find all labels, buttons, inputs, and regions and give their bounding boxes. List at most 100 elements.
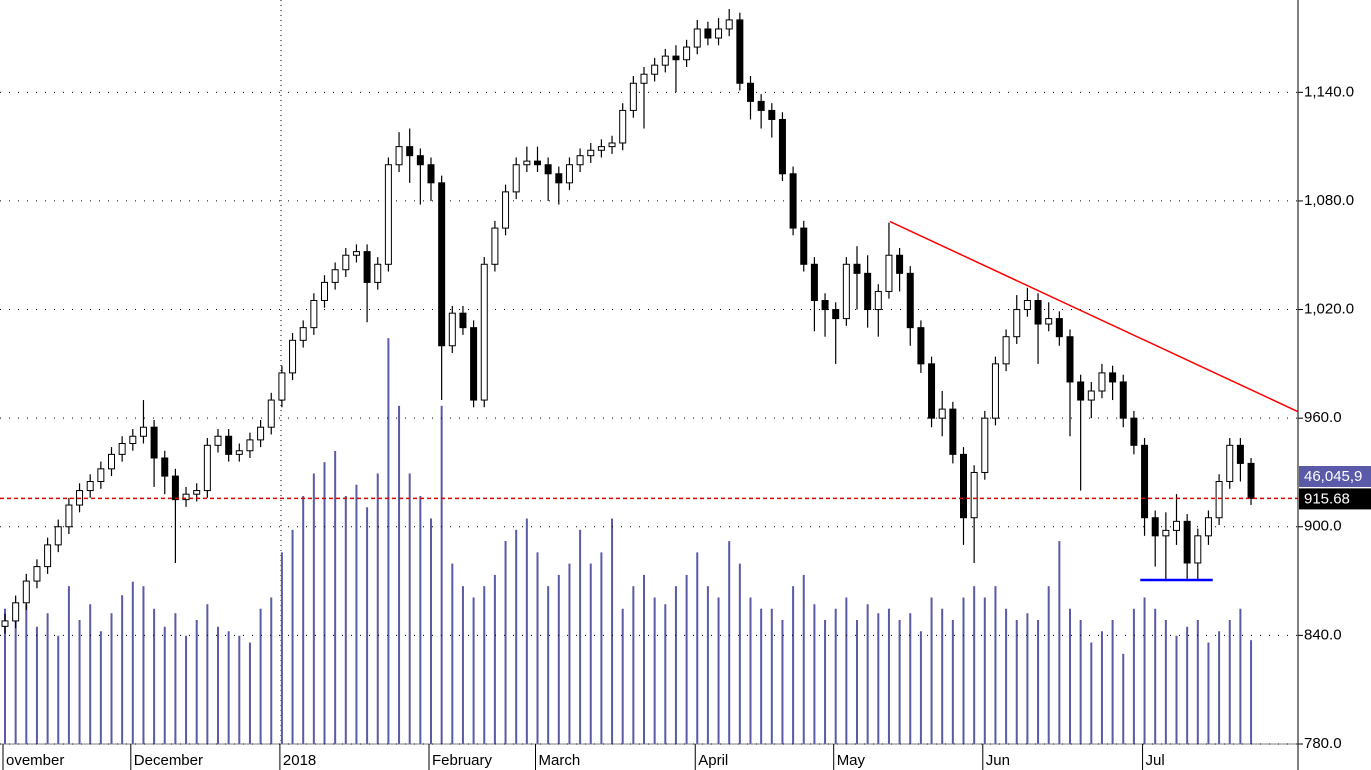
candle-body xyxy=(352,251,360,256)
candle-body xyxy=(565,164,573,184)
volume-bar xyxy=(547,586,550,744)
y-tick-label: 1,080.0 xyxy=(1304,192,1354,209)
y-tick-label: 900.0 xyxy=(1304,518,1342,535)
volume-bar xyxy=(461,586,464,744)
candle-body xyxy=(491,227,499,265)
candle-body xyxy=(587,149,595,157)
last-volume-box xyxy=(1299,466,1371,487)
candle-body xyxy=(1087,390,1095,401)
candle-body xyxy=(874,290,882,311)
volume-bar xyxy=(856,620,858,744)
volume-bar xyxy=(525,518,528,744)
candle-body xyxy=(1151,517,1159,537)
volume-bar xyxy=(259,608,262,744)
volume-bar xyxy=(728,541,731,744)
volume-bar xyxy=(536,552,539,744)
volume-bar xyxy=(1207,642,1210,744)
candle-body xyxy=(917,327,925,365)
candle-body xyxy=(459,312,467,329)
volume-bar xyxy=(366,507,369,744)
candle-body xyxy=(981,417,989,473)
volume-bar xyxy=(46,613,49,744)
volume-bar xyxy=(4,608,6,744)
volume-bar xyxy=(674,586,677,744)
candle-body xyxy=(246,439,254,452)
volume-bar xyxy=(344,496,347,744)
volume-bar xyxy=(270,597,273,744)
volume-bar xyxy=(121,595,124,744)
volume-bar xyxy=(845,597,848,744)
volume-bar xyxy=(1196,620,1199,744)
volume-bar xyxy=(280,552,283,744)
candle-body xyxy=(960,453,967,519)
candle-body xyxy=(161,457,169,477)
y-tick-label: 1,140.0 xyxy=(1304,83,1354,100)
candle-body xyxy=(150,426,158,459)
last-volume-label: 46,045,9 xyxy=(1304,468,1362,485)
volume-bar xyxy=(643,574,645,744)
candle-body xyxy=(1002,336,1010,365)
candle-body xyxy=(86,481,94,492)
candle-body xyxy=(1077,381,1085,401)
candle-body xyxy=(321,281,328,301)
volume-bar xyxy=(376,473,379,744)
candle-body xyxy=(896,254,904,274)
volume-bar xyxy=(1143,597,1146,744)
candle-body xyxy=(906,272,914,329)
volume-bar xyxy=(632,586,635,744)
candle-body xyxy=(1183,520,1191,564)
volume-bar xyxy=(99,631,102,744)
volume-bar xyxy=(994,586,997,744)
volume-bar xyxy=(1005,608,1008,744)
x-tick-label: Jun xyxy=(986,752,1010,769)
trendline xyxy=(889,220,1299,413)
candle-body xyxy=(970,471,978,519)
candle-body xyxy=(715,28,723,39)
x-tick-label: December xyxy=(134,752,203,769)
volume-bar xyxy=(792,586,795,744)
candle-body xyxy=(1204,517,1212,537)
volume-bar xyxy=(1090,642,1093,744)
volume-bar xyxy=(89,604,92,744)
volume-bar xyxy=(302,496,305,744)
candle-body xyxy=(1119,381,1127,419)
volume-bar xyxy=(504,541,507,744)
candle-body xyxy=(342,254,350,271)
candle-body xyxy=(1130,417,1138,446)
volume-bar xyxy=(706,586,709,744)
candle-body xyxy=(331,269,339,283)
candle-body xyxy=(225,435,233,455)
volume-bar xyxy=(1175,635,1178,744)
candle-body xyxy=(629,82,637,111)
candle-body xyxy=(129,435,137,445)
volume-bar xyxy=(696,552,699,744)
candle-body xyxy=(1023,299,1031,311)
volume-bar xyxy=(749,597,752,744)
candle-body xyxy=(33,566,41,582)
candle-body xyxy=(12,602,20,622)
candle-body xyxy=(1109,372,1117,383)
x-tick-label: March xyxy=(539,752,581,769)
candle-body xyxy=(576,155,584,166)
candle-body xyxy=(22,580,30,604)
candle-body xyxy=(757,100,765,111)
volume-bar xyxy=(408,473,411,744)
last-price-box xyxy=(1299,488,1371,510)
volume-bar xyxy=(664,604,667,744)
candle-body xyxy=(736,19,744,84)
volume-bar xyxy=(770,608,773,744)
volume-bar xyxy=(611,518,614,744)
volume-bar xyxy=(1132,608,1135,744)
volume-bar xyxy=(248,642,251,744)
candle-body xyxy=(938,408,946,419)
candle-body xyxy=(1045,318,1053,325)
candle-body xyxy=(171,475,179,501)
candle-body xyxy=(555,173,563,184)
volume-bar xyxy=(312,473,315,744)
volume-bar xyxy=(1164,620,1167,744)
volume-bar xyxy=(1047,586,1050,744)
volume-bar xyxy=(430,518,432,744)
x-tick-label: ovember xyxy=(6,752,64,769)
